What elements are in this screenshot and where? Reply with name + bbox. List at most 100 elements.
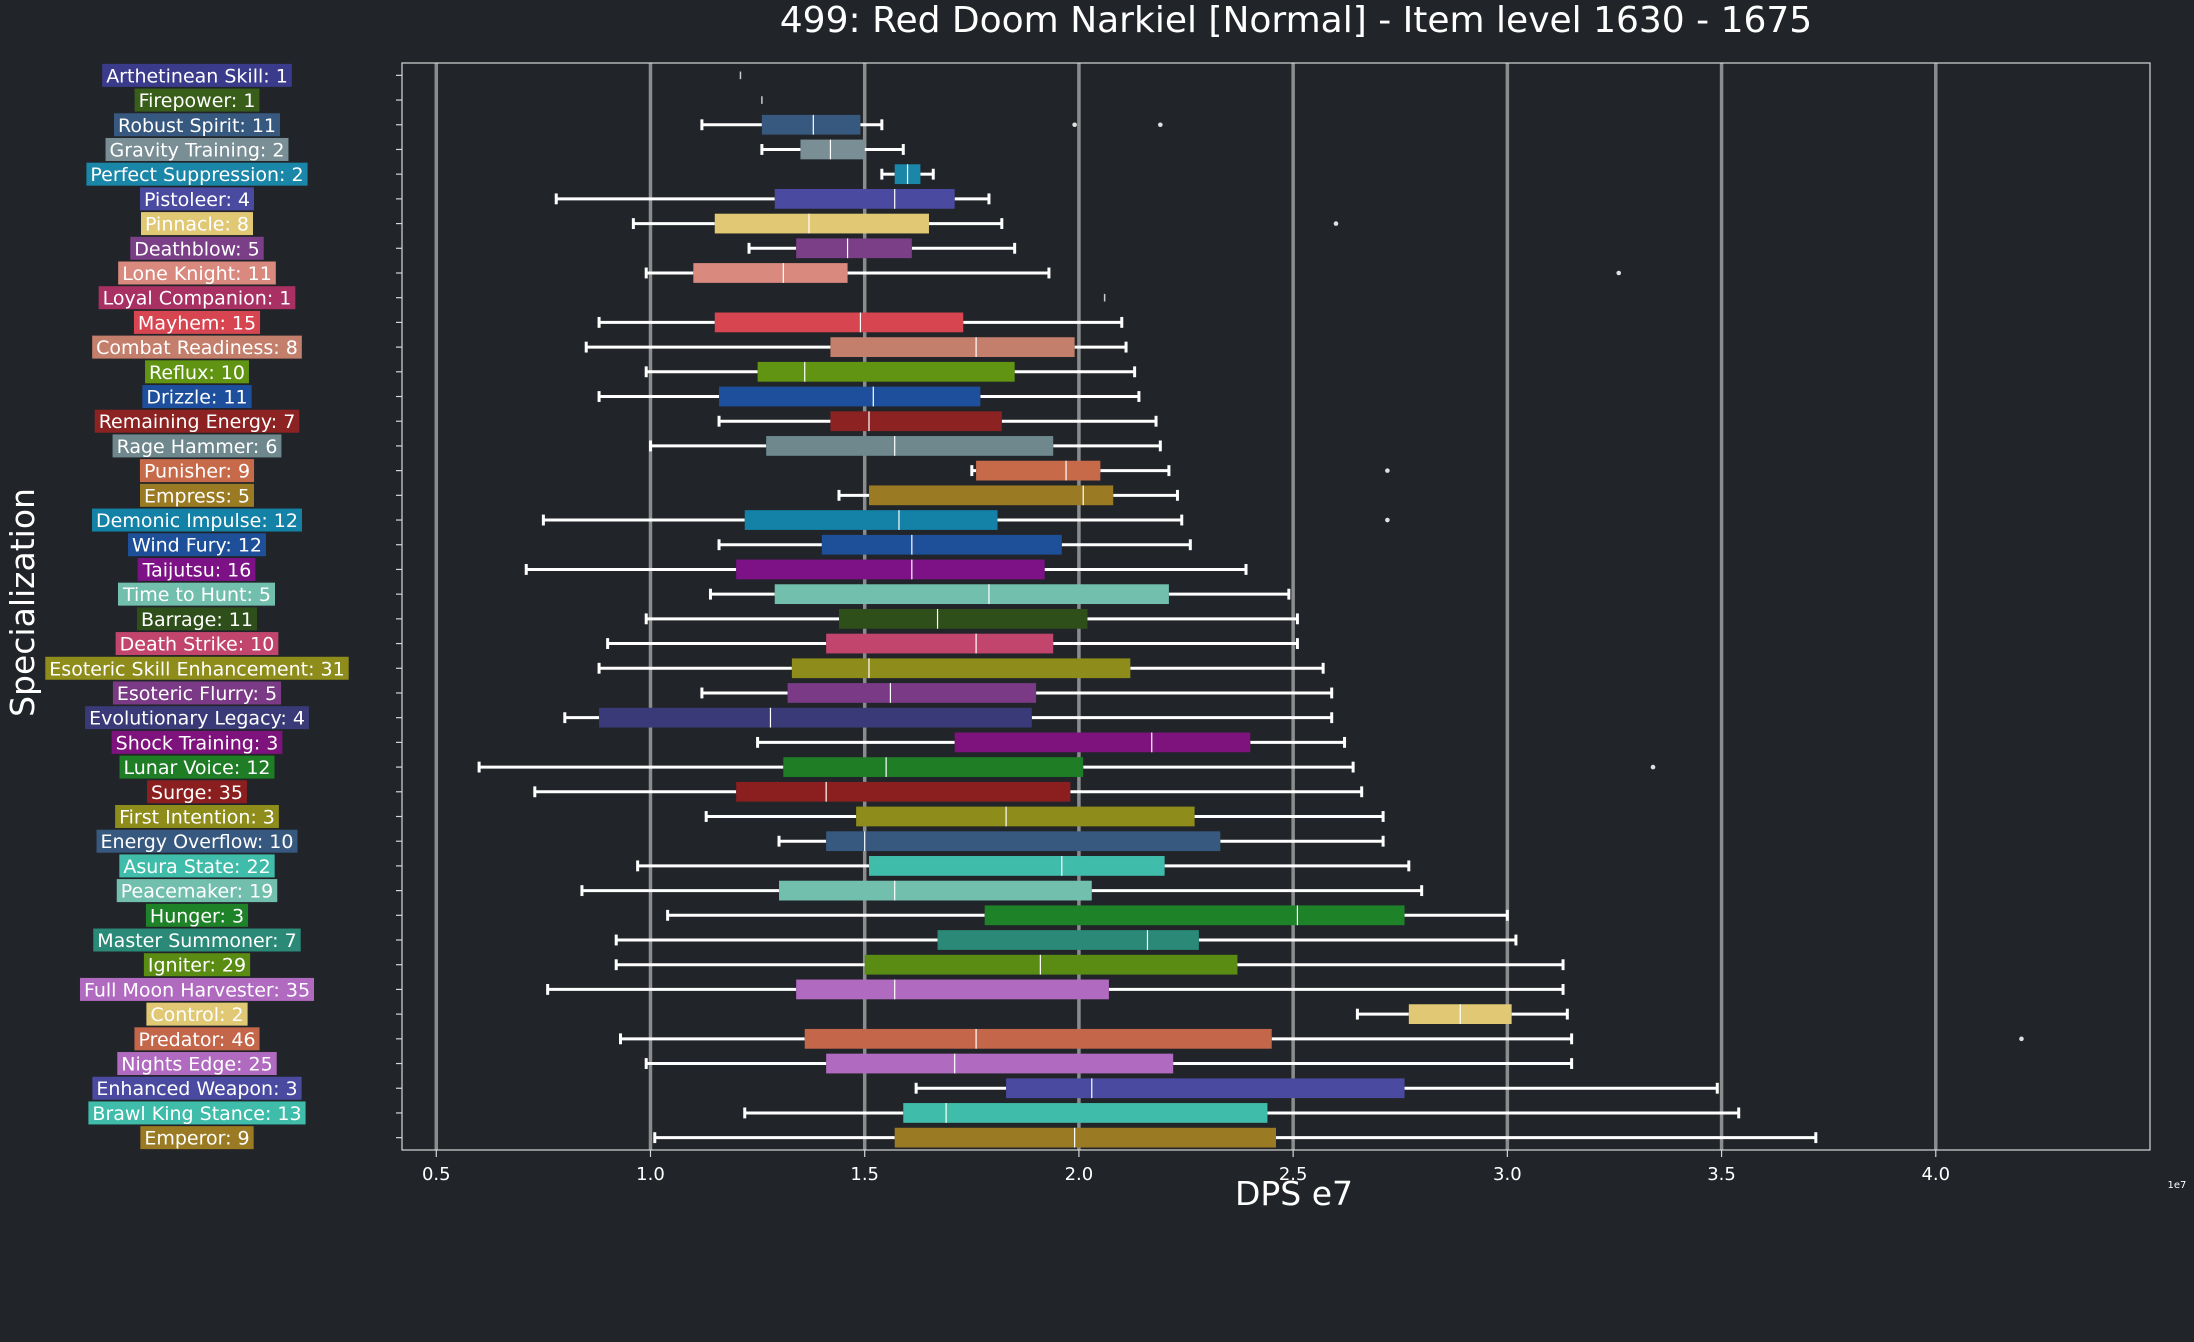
category-label: Combat Readiness: 8	[92, 335, 302, 359]
box	[868, 856, 1165, 876]
category-label-bg	[105, 137, 289, 161]
category-label: Taijutsu: 16	[137, 557, 256, 581]
box-group	[756, 732, 1347, 753]
box	[868, 485, 1114, 506]
box	[954, 732, 1251, 753]
category-label: Lone Knight: 11	[118, 261, 276, 285]
box	[984, 905, 1405, 926]
box-group	[644, 361, 1137, 382]
box-group	[614, 954, 1565, 975]
box	[774, 188, 955, 209]
category-label-bg	[145, 360, 249, 384]
category-label: Energy Overflow: 10	[96, 829, 298, 853]
x-tick-label: 2.0	[1065, 1164, 1094, 1185]
category-label-bg	[140, 187, 254, 211]
x-axis-ticks: 0.5 1.0 1.5 2.0 2.5 3.0 3.5 4.0	[422, 1150, 1950, 1185]
box	[787, 683, 1037, 703]
box	[830, 337, 1075, 357]
category-label: Igniter: 29	[143, 953, 251, 977]
category-label-bg	[137, 607, 257, 631]
box	[796, 238, 912, 259]
category-label: Esoteric Flurry: 5	[112, 681, 282, 705]
box-group	[644, 263, 1622, 283]
box	[714, 213, 929, 234]
category-label: Evolutionary Legacy: 4	[85, 706, 309, 730]
box	[757, 361, 1015, 382]
category-label-text: Nights Edge: 25	[121, 1054, 272, 1076]
box	[856, 806, 1195, 827]
category-label: Punisher: 9	[139, 459, 255, 483]
category-label-text: Taijutsu: 16	[142, 559, 252, 581]
box	[766, 436, 1054, 456]
box-group	[614, 930, 1518, 950]
box	[761, 114, 861, 135]
category-label-bg	[112, 681, 282, 705]
category-label: Full Moon Harvester: 35	[79, 977, 315, 1001]
y-axis-title: Specialization	[3, 488, 42, 717]
box	[894, 1127, 1276, 1148]
category-label-bg	[130, 236, 264, 260]
box-group	[970, 460, 1390, 481]
category-label: Brawl King Stance: 13	[88, 1101, 306, 1125]
category-label: Master Summoner: 7	[93, 928, 301, 952]
category-label-bg	[140, 483, 254, 507]
category-label: Empress: 5	[140, 483, 254, 507]
box	[791, 658, 1131, 679]
category-label: Pinnacle: 8	[141, 212, 253, 236]
box-group	[743, 1103, 1741, 1123]
category-label-text: Igniter: 29	[148, 955, 246, 977]
category-label: Pistoleer: 4	[140, 187, 254, 211]
box-group	[700, 114, 1163, 135]
outlier-point	[1072, 122, 1077, 128]
category-label-bg	[117, 582, 276, 606]
x-tick-label: 3.0	[1493, 1164, 1522, 1185]
category-label-text: Perfect Suppression: 2	[90, 164, 303, 186]
category-label-text: Combat Readiness: 8	[96, 337, 298, 359]
category-label-text: Firepower: 1	[139, 90, 256, 112]
box-group	[563, 707, 1334, 728]
category-label-text: Deathblow: 5	[134, 238, 259, 260]
category-label-text: Enhanced Weapon: 3	[96, 1078, 297, 1100]
box	[736, 781, 1071, 802]
box-group	[597, 386, 1141, 407]
category-label-bg	[96, 829, 298, 853]
category-label-bg	[117, 1052, 277, 1076]
category-label-text: Esoteric Skill Enhancement: 31	[49, 658, 344, 680]
x-tick-label: 1.5	[850, 1164, 879, 1185]
box-group	[747, 238, 1017, 259]
box	[714, 312, 964, 333]
category-label-text: Pinnacle: 8	[145, 214, 249, 236]
box-group	[1355, 1004, 1569, 1025]
category-label: Control: 2	[146, 1002, 248, 1026]
category-label: Shock Training: 3	[111, 730, 283, 754]
box-group	[619, 1028, 2024, 1049]
category-label-bg	[98, 286, 296, 310]
box-group	[760, 139, 905, 160]
x-tick-label: 2.5	[1279, 1164, 1308, 1185]
category-label-bg	[127, 533, 267, 557]
box-group	[554, 188, 991, 209]
box-group	[546, 979, 1565, 1000]
category-label-bg	[133, 310, 261, 334]
category-label: Predator: 46	[134, 1027, 260, 1051]
category-label: Nights Edge: 25	[117, 1052, 277, 1076]
box-group	[631, 213, 1339, 234]
category-label-text: Drizzle: 11	[146, 387, 247, 409]
x-axis-offset-label: 1e7	[2168, 1180, 2187, 1191]
category-label-bg	[145, 903, 249, 927]
category-label-bg	[140, 1126, 254, 1150]
category-label: Arthetinean Skill: 1	[102, 63, 292, 87]
category-label-bg	[92, 335, 302, 359]
category-label-text: Lone Knight: 11	[122, 263, 272, 285]
category-label: Wind Fury: 12	[127, 533, 267, 557]
box-series	[396, 71, 2024, 1148]
category-label-text: Wind Fury: 12	[132, 535, 262, 557]
box	[821, 534, 1062, 555]
category-label-text: Shock Training: 3	[116, 732, 279, 754]
box	[937, 930, 1199, 950]
category-label-bg	[142, 385, 252, 409]
category-label-text: Pistoleer: 4	[144, 189, 250, 211]
category-label-bg	[93, 928, 301, 952]
box	[903, 1103, 1268, 1123]
category-labels: Arthetinean Skill: 1 Firepower: 1 Robust S…	[45, 63, 349, 1150]
